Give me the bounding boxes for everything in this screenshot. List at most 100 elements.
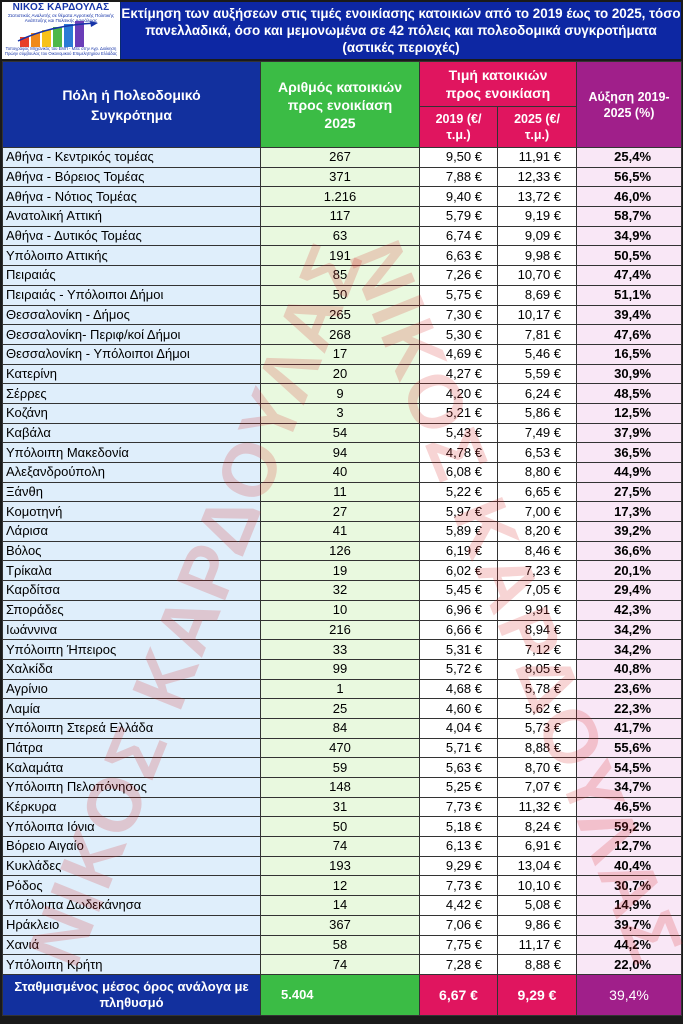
row-increase: 51,1% — [576, 284, 683, 306]
row-price-2019: 9,40 € — [419, 186, 498, 208]
row-increase: 44,9% — [576, 462, 683, 483]
table-row: Θεσσαλονίκη - Υπόλοιποι Δήμοι 17 4,69 €5,4… — [2, 343, 683, 365]
row-city: Λάρισα — [2, 521, 261, 542]
row-city: Καλαμάτα — [2, 757, 261, 778]
row-price-2025: 7,05 € — [496, 580, 578, 601]
row-price-2019: 4,60 € — [419, 698, 498, 719]
row-count: 50 — [260, 816, 420, 838]
row-price-2019: 4,78 € — [419, 442, 498, 463]
logo: ΝΙΚΟΣ ΚΑΡΔΟΥΛΑΣ Στατιστικός Αναλυτής σε … — [2, 2, 121, 59]
row-city: Ηράκλειο — [2, 914, 261, 936]
footer-label: Σταθμισμένος μέσος όρος ανάλογα με πληθυ… — [2, 973, 261, 1016]
table-row: Κοζάνη 3 5,21 €5,86 €12,5% — [2, 402, 683, 424]
row-city: Πειραιάς - Υπόλοιποι Δήμοι — [2, 284, 261, 306]
row-price-2019: 5,45 € — [419, 580, 498, 601]
row-count: 193 — [260, 855, 420, 877]
row-price-2019: 5,25 € — [419, 777, 498, 798]
table-row: Σποράδες 10 6,96 €9,91 €42,3% — [2, 599, 683, 621]
row-increase: 14,9% — [576, 895, 683, 916]
row-price-2025: 9,86 € — [496, 914, 578, 936]
table-row: Λάρισα 41 5,89 €8,20 €39,2% — [2, 521, 683, 542]
row-city: Βόρειο Αιγαίο — [2, 836, 261, 857]
row-increase: 22,0% — [576, 954, 683, 975]
row-price-2025: 6,53 € — [496, 442, 578, 463]
table-row: Αθήνα - Δυτικός Τομέας 63 6,74 €9,09 €34,9… — [2, 225, 683, 247]
row-price-2025: 13,04 € — [496, 855, 578, 877]
row-count: 32 — [260, 580, 420, 601]
row-count: 148 — [260, 777, 420, 798]
row-city: Βόλος — [2, 540, 261, 562]
table-row: Κυκλάδες 193 9,29 €13,04 €40,4% — [2, 855, 683, 877]
table-row: Υπόλοιπα Ιόνια 50 5,18 €8,24 €59,2% — [2, 816, 683, 838]
row-price-2019: 9,29 € — [419, 855, 498, 877]
row-increase: 12,5% — [576, 402, 683, 424]
table-row: Πάτρα 470 5,71 €8,88 €55,6% — [2, 737, 683, 759]
row-price-2019: 5,21 € — [419, 402, 498, 424]
row-increase: 39,2% — [576, 521, 683, 542]
row-increase: 46,5% — [576, 796, 683, 818]
row-price-2025: 9,09 € — [496, 225, 578, 247]
row-increase: 40,8% — [576, 658, 683, 680]
table-row: Υπόλοιπη Πελοπόνησος 148 5,25 €7,07 €34,7% — [2, 777, 683, 798]
row-city: Λαμία — [2, 698, 261, 719]
row-count: 40 — [260, 462, 420, 483]
row-price-2019: 7,75 € — [419, 934, 498, 956]
row-increase: 56,5% — [576, 166, 683, 188]
table-row: Ηράκλειο 367 7,06 €9,86 €39,7% — [2, 914, 683, 936]
row-price-2019: 7,06 € — [419, 914, 498, 936]
row-increase: 39,7% — [576, 914, 683, 936]
table-row: Υπόλοιπη Μακεδονία 94 4,78 €6,53 €36,5% — [2, 442, 683, 463]
row-price-2025: 7,07 € — [496, 777, 578, 798]
footer-2019: 6,67 € — [419, 973, 498, 1016]
table-row: Πειραιάς - Υπόλοιποι Δήμοι 50 5,75 €8,69 €… — [2, 284, 683, 306]
row-city: Καρδίτσα — [2, 580, 261, 601]
table-row: Υπόλοιπα Δωδεκάνησα 14 4,42 €5,08 €14,9% — [2, 895, 683, 916]
row-city: Υπόλοιπο Αττικής — [2, 245, 261, 267]
table-row: Πειραιάς 85 7,26 €10,70 €47,4% — [2, 265, 683, 286]
row-count: 10 — [260, 599, 420, 621]
row-price-2019: 4,42 € — [419, 895, 498, 916]
row-price-2025: 9,19 € — [496, 206, 578, 227]
row-price-2025: 7,49 € — [496, 422, 578, 444]
row-increase: 48,5% — [576, 383, 683, 404]
table-row: Βόλος 126 6,19 €8,46 €36,6% — [2, 540, 683, 562]
logo-name: ΝΙΚΟΣ ΚΑΡΔΟΥΛΑΣ — [12, 2, 110, 13]
row-increase: 34,2% — [576, 619, 683, 641]
row-price-2025: 9,91 € — [496, 599, 578, 621]
row-city: Κέρκυρα — [2, 796, 261, 818]
row-count: 3 — [260, 402, 420, 424]
header-2019: 2019 (€/τ.μ.) — [419, 106, 498, 148]
row-city: Υπόλοιπη Μακεδονία — [2, 442, 261, 463]
table-row: Υπόλοιπο Αττικής 191 6,63 €9,98 €50,5% — [2, 245, 683, 267]
table-row: Τρίκαλα 19 6,02 €7,23 €20,1% — [2, 560, 683, 582]
table-row: Αγρίνιο 1 4,68 €5,78 €23,6% — [2, 678, 683, 700]
row-city: Σέρρες — [2, 383, 261, 404]
row-price-2019: 7,88 € — [419, 166, 498, 188]
row-city: Αθήνα - Νότιος Τομέας — [2, 186, 261, 208]
row-price-2019: 7,28 € — [419, 954, 498, 975]
row-price-2025: 5,78 € — [496, 678, 578, 700]
row-city: Υπόλοιπα Ιόνια — [2, 816, 261, 838]
table-row: Σέρρες 9 4,20 €6,24 €48,5% — [2, 383, 683, 404]
row-price-2025: 8,69 € — [496, 284, 578, 306]
header-city: Πόλη ή Πολεοδομικό Συγκρότημα — [2, 61, 261, 148]
table-row: Υπόλοιπη Ήπειρος 33 5,31 €7,12 €34,2% — [2, 639, 683, 660]
table-row: Καρδίτσα 32 5,45 €7,05 €29,4% — [2, 580, 683, 601]
row-increase: 44,2% — [576, 934, 683, 956]
footer-increase: 39,4% — [576, 973, 683, 1016]
row-increase: 47,4% — [576, 265, 683, 286]
row-increase: 30,7% — [576, 875, 683, 897]
header-banner: ΝΙΚΟΣ ΚΑΡΔΟΥΛΑΣ Στατιστικός Αναλυτής σε … — [2, 2, 681, 59]
row-count: 1.216 — [260, 186, 420, 208]
row-price-2025: 7,23 € — [496, 560, 578, 582]
row-city: Υπόλοιπα Δωδεκάνησα — [2, 895, 261, 916]
row-count: 54 — [260, 422, 420, 444]
row-count: 470 — [260, 737, 420, 759]
table-row: Αθήνα - Κεντρικός τομέας 267 9,50 €11,91 €… — [2, 147, 683, 168]
row-price-2025: 8,88 € — [496, 954, 578, 975]
row-city: Αγρίνιο — [2, 678, 261, 700]
row-price-2019: 6,13 € — [419, 836, 498, 857]
row-increase: 22,3% — [576, 698, 683, 719]
table-row: Υπόλοιπη Στερεά Ελλάδα 84 4,04 €5,73 €41,7… — [2, 717, 683, 739]
row-price-2025: 10,17 € — [496, 304, 578, 326]
